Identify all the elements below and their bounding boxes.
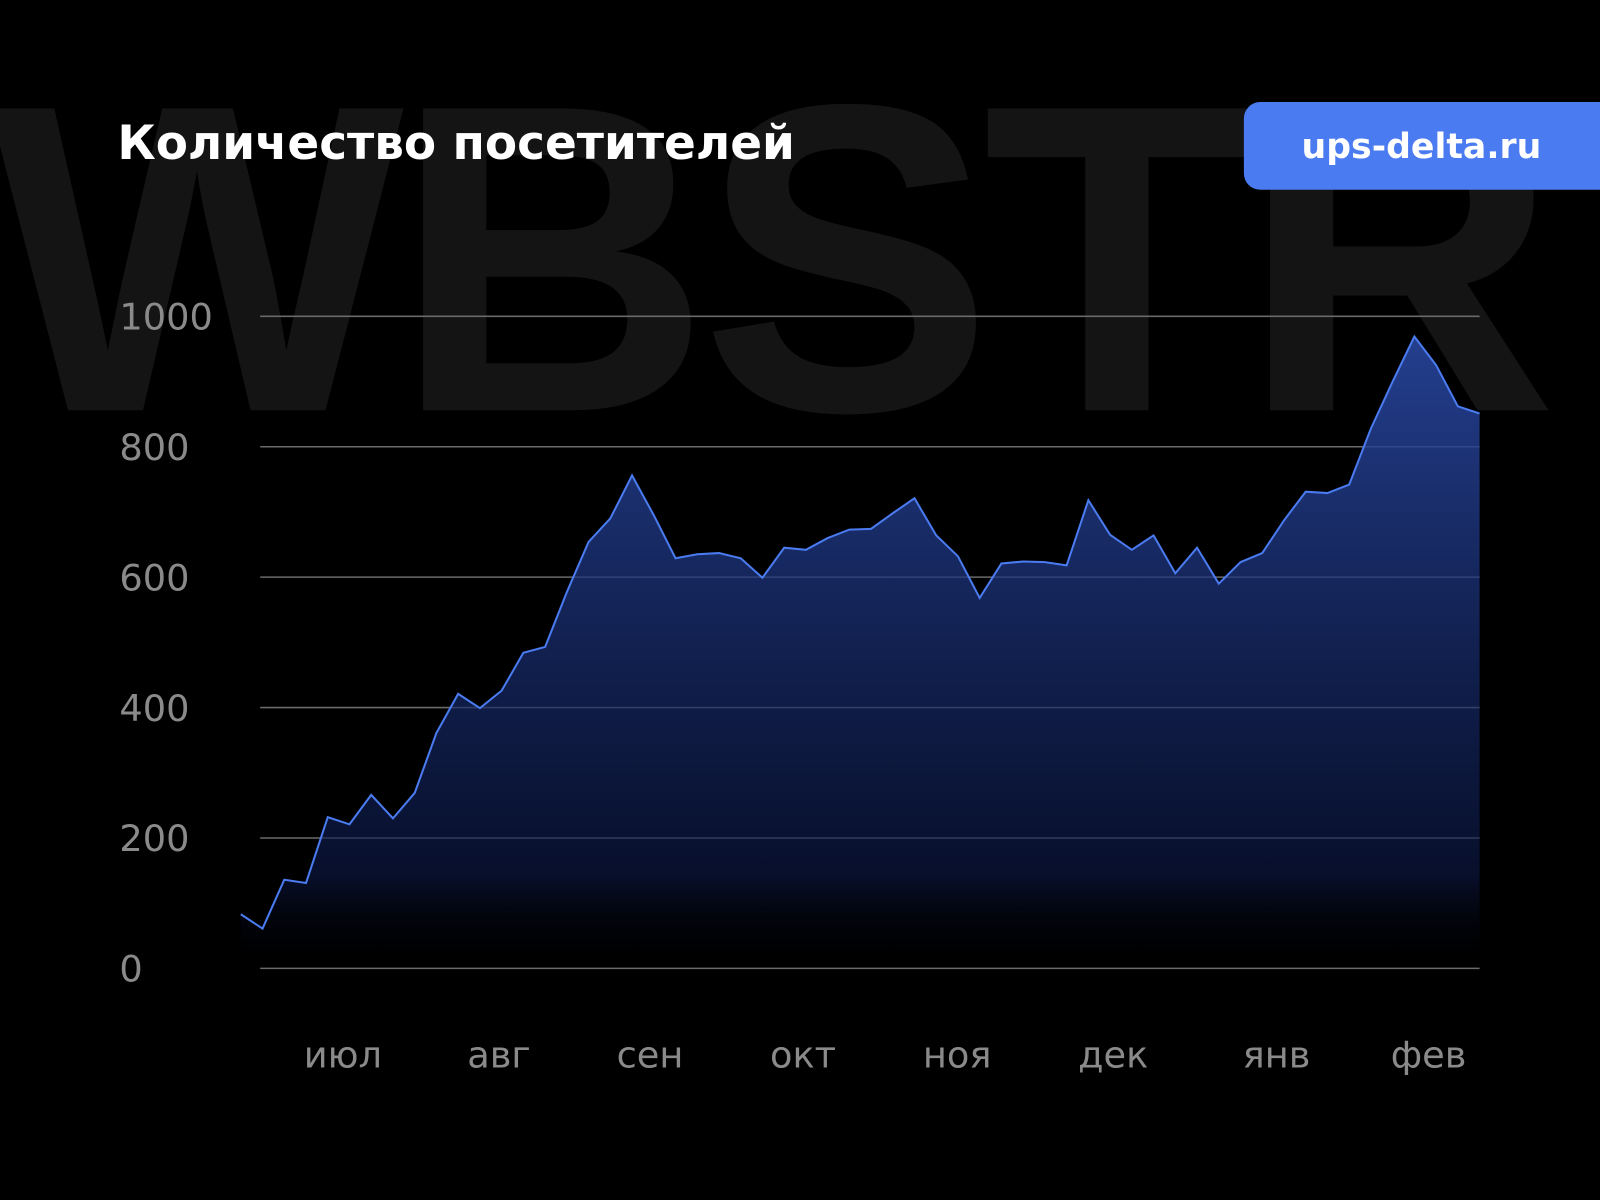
x-tick-label: дек — [1078, 1033, 1148, 1076]
x-axis: июл авг сен окт ноя дек янв фев — [304, 1033, 1467, 1076]
series-line — [240, 334, 1480, 931]
y-tick-label: 600 — [119, 556, 189, 599]
y-tick-label: 200 — [119, 817, 189, 860]
y-tick-label: 400 — [119, 687, 189, 730]
x-tick-label: янв — [1243, 1033, 1311, 1076]
site-badge[interactable]: ups-delta.ru — [1243, 102, 1600, 190]
y-axis: 0 200 400 600 800 1000 — [119, 296, 212, 991]
x-tick-label: окт — [770, 1033, 836, 1076]
x-tick-label: фев — [1391, 1033, 1467, 1076]
area-fill — [240, 336, 1480, 969]
chart-title: Количество посетителей — [117, 116, 795, 171]
x-tick-label: сен — [617, 1033, 684, 1076]
badge-label[interactable]: ups-delta.ru — [1302, 127, 1542, 167]
y-tick-label: 0 — [119, 948, 142, 991]
badge-background — [1243, 102, 1600, 190]
y-tick-label: 1000 — [119, 296, 212, 339]
y-tick-label: 800 — [119, 426, 189, 469]
x-tick-label: июл — [304, 1033, 382, 1076]
x-tick-label: авг — [467, 1033, 530, 1076]
watermark-logo: WBSTR — [0, 13, 1549, 503]
x-tick-label: ноя — [923, 1033, 992, 1076]
